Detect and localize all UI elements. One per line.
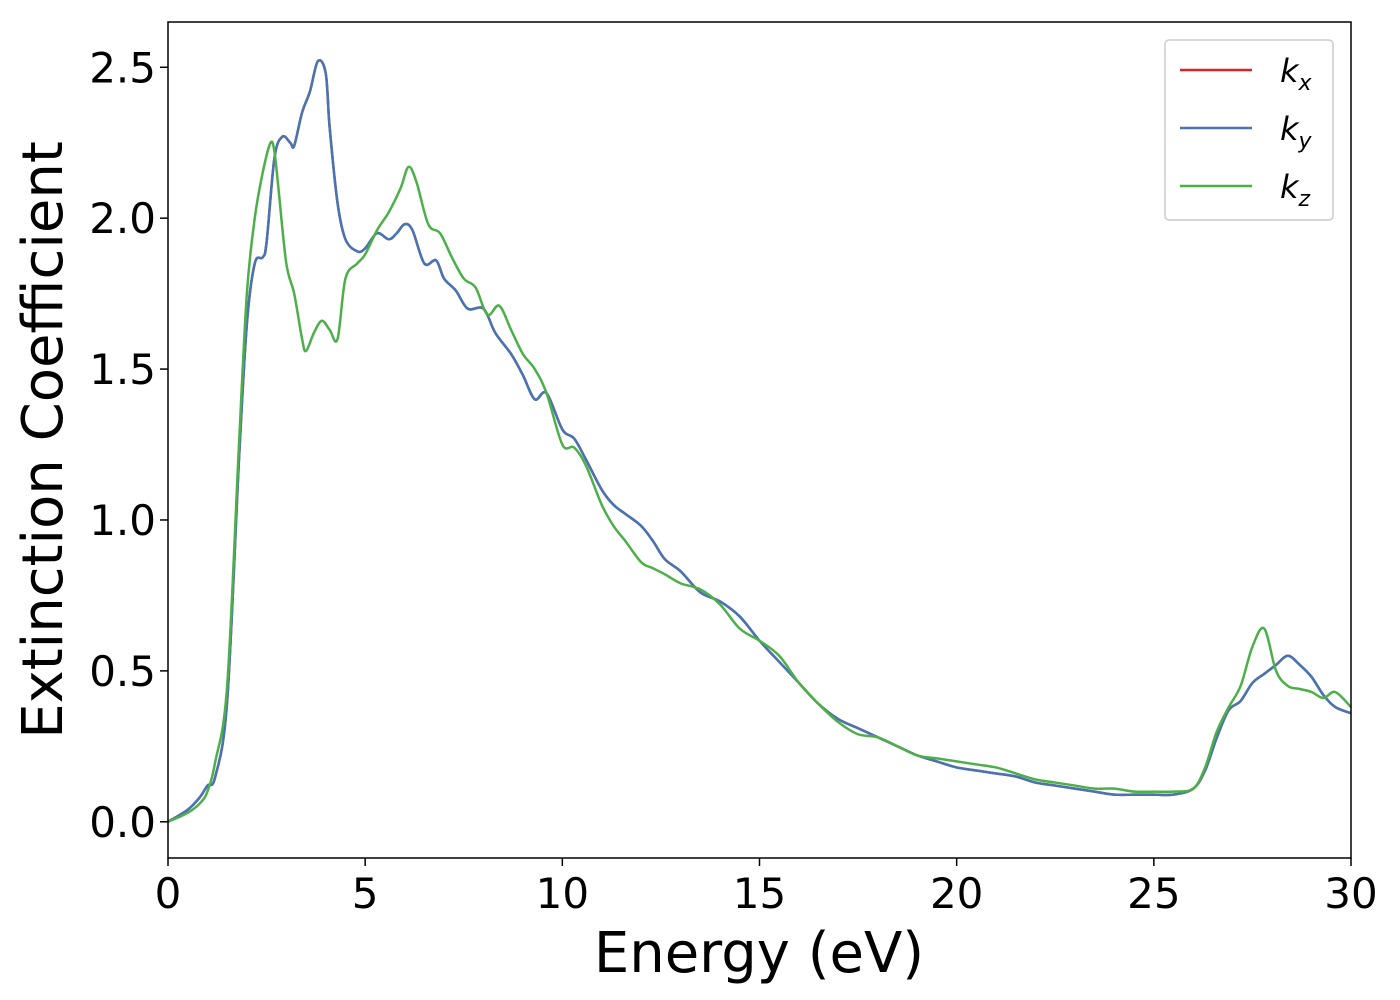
y-tick-label: 1.5 xyxy=(89,345,156,394)
y-tick-label: 1.0 xyxy=(89,496,156,545)
x-tick-label: 15 xyxy=(733,869,786,918)
legend-label-kz: kz xyxy=(1280,168,1311,212)
legend-box xyxy=(1164,39,1334,221)
x-tick-label: 30 xyxy=(1324,869,1377,918)
legend-label-ky: ky xyxy=(1280,110,1313,154)
series-layer xyxy=(167,59,1352,823)
x-tick-label: 5 xyxy=(352,869,379,918)
x-tick-label: 25 xyxy=(1127,869,1180,918)
legend-label-kx: kx xyxy=(1280,52,1313,96)
x-tick-label: 20 xyxy=(930,869,983,918)
legend: kx ky kz xyxy=(1164,39,1334,221)
series-line-kz xyxy=(167,140,1352,823)
y-tick-label: 0.0 xyxy=(89,798,156,847)
y-axis-label: Extinction Coefficient xyxy=(11,141,76,739)
series-line-ky xyxy=(167,59,1352,823)
plot-background xyxy=(168,22,1351,858)
x-axis-label: Energy (eV) xyxy=(594,921,924,986)
y-tick-label: 0.5 xyxy=(89,647,156,696)
y-tick-label: 2.5 xyxy=(89,43,156,92)
x-tick-label: 10 xyxy=(536,869,589,918)
x-tick-label: 0 xyxy=(155,869,182,918)
x-axis: 0 5 10 15 20 25 30 xyxy=(155,858,1378,918)
y-axis: 0.0 0.5 1.0 1.5 2.0 2.5 xyxy=(89,43,168,847)
y-tick-label: 2.0 xyxy=(89,194,156,243)
